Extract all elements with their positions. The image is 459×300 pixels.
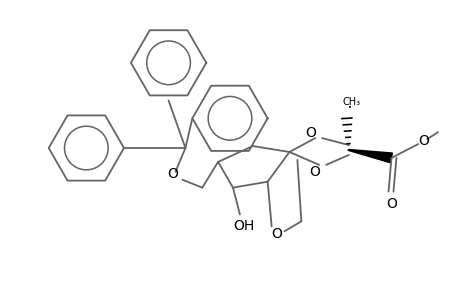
Text: O: O — [385, 196, 396, 211]
Text: O: O — [417, 134, 428, 148]
Text: O: O — [304, 126, 315, 140]
Text: CH₃: CH₃ — [342, 98, 360, 107]
Text: O: O — [308, 165, 319, 179]
Text: •: • — [347, 105, 351, 111]
Text: O: O — [167, 167, 178, 181]
Text: OH: OH — [233, 219, 254, 233]
Polygon shape — [348, 149, 392, 163]
Text: O: O — [270, 227, 281, 241]
